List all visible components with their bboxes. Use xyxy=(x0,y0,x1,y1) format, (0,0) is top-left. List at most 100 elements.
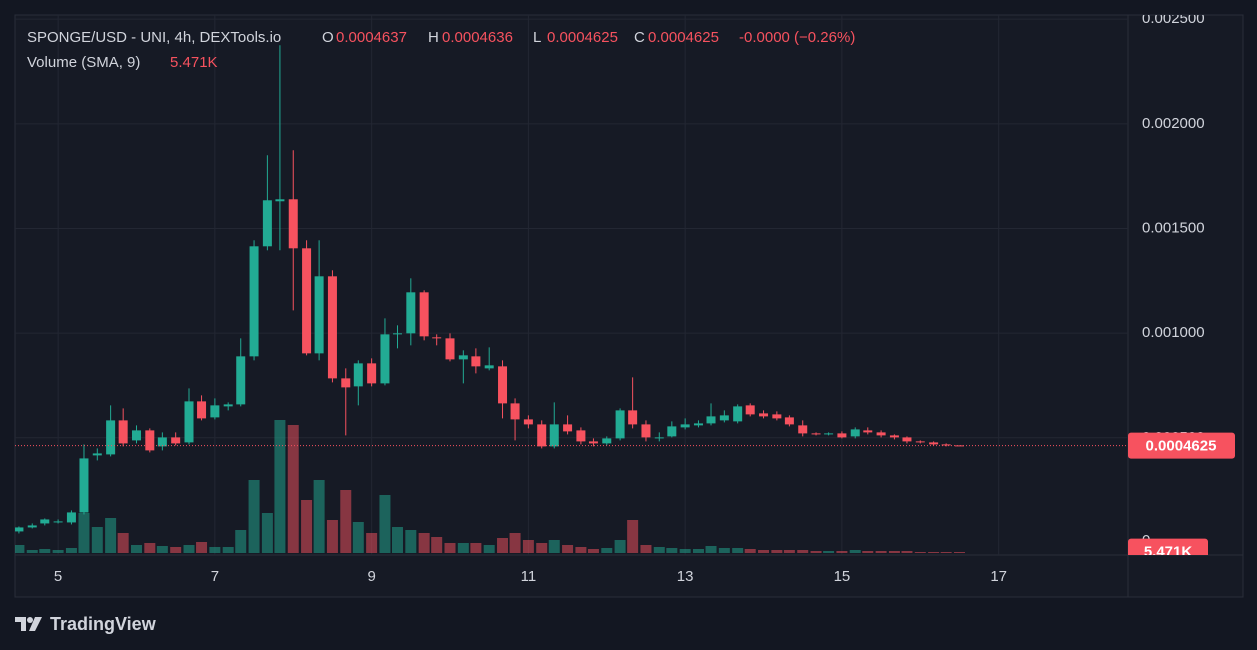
candle-body xyxy=(784,417,794,425)
candle-body xyxy=(262,200,272,247)
candle-body xyxy=(549,424,559,447)
volume-bar xyxy=(352,522,364,553)
ohlc-value: 0.0004625 xyxy=(547,29,618,46)
candle-body xyxy=(510,403,520,420)
volume-title: Volume (SMA, 9) xyxy=(27,54,140,71)
volume-bar xyxy=(483,545,495,553)
volume-bar xyxy=(39,549,51,553)
volume-bar xyxy=(797,550,809,553)
candle-body xyxy=(223,404,233,407)
brand-name: TradingView xyxy=(50,614,157,634)
candle-body xyxy=(863,430,873,433)
volume-bar xyxy=(627,520,639,553)
volume-bar xyxy=(183,545,195,553)
candle-body xyxy=(876,432,886,436)
candle-body xyxy=(484,365,494,369)
candle-body xyxy=(288,199,298,249)
candle-body xyxy=(327,276,337,379)
legend: SPONGE/USD - UNI, 4h, DEXTools.io Volume… xyxy=(27,29,855,71)
volume-bar xyxy=(692,549,704,553)
volume-bar xyxy=(78,513,90,553)
volume-bar xyxy=(562,545,574,553)
candle-body xyxy=(445,338,455,360)
volume-bar xyxy=(718,548,730,553)
candle-body xyxy=(693,423,703,426)
candle-body xyxy=(406,292,416,334)
candle-body xyxy=(719,415,729,421)
y-tick-label: 0.001000 xyxy=(1142,324,1205,341)
candle-body xyxy=(641,424,651,438)
candle-body xyxy=(523,419,533,425)
candle-body xyxy=(915,441,925,443)
volume-bar xyxy=(418,533,430,553)
volume-bar xyxy=(301,500,313,553)
volume-bar xyxy=(235,530,247,553)
volume-bar xyxy=(117,533,129,553)
last-price-label: 0.0004625 xyxy=(1146,438,1217,455)
candle-body xyxy=(837,433,847,438)
volume-bar xyxy=(875,551,887,553)
volume-sma-axis-text: 5.471K xyxy=(1144,544,1193,561)
ohlc-letter: C xyxy=(634,29,645,46)
volume-bar xyxy=(888,551,900,553)
volume-bar xyxy=(156,546,168,553)
candle-body xyxy=(628,410,638,425)
volume-bar xyxy=(705,546,717,553)
candle-body xyxy=(850,429,860,437)
candle-body xyxy=(654,437,664,439)
chart-title: SPONGE/USD - UNI, 4h, DEXTools.io xyxy=(27,29,281,46)
candle-body xyxy=(275,199,285,202)
candle-body xyxy=(680,424,690,428)
branding: TradingView xyxy=(15,614,157,634)
y-tick-label: 0.002000 xyxy=(1142,115,1205,132)
candle-body xyxy=(588,441,598,444)
ohlc-letter: O xyxy=(322,29,334,46)
volume-bar xyxy=(601,548,613,553)
volume-bar xyxy=(340,490,352,553)
chart-frame xyxy=(14,14,1244,598)
candle-body xyxy=(249,246,259,357)
x-tick-label: 13 xyxy=(677,568,694,585)
candle-body xyxy=(733,406,743,422)
x-tick-label: 9 xyxy=(367,568,375,585)
volume-bar xyxy=(65,548,77,553)
candle-body xyxy=(171,437,181,444)
candle-body xyxy=(759,413,769,417)
volume-bar xyxy=(914,552,926,553)
volume-bar xyxy=(575,547,587,553)
candle-body xyxy=(706,416,716,424)
volume-bar xyxy=(810,551,822,553)
candle-body xyxy=(667,426,677,437)
candle-body xyxy=(341,378,351,388)
candle-body xyxy=(392,333,402,335)
volume-bar xyxy=(509,533,521,553)
candle-body xyxy=(811,433,821,435)
candle-body xyxy=(941,444,951,446)
volume-bar xyxy=(391,527,403,553)
volume-bar xyxy=(940,552,952,553)
grid xyxy=(15,15,1128,555)
candle-body xyxy=(236,356,246,405)
volume-bar xyxy=(771,550,783,553)
volume-bar xyxy=(849,550,861,553)
volume-bar xyxy=(15,545,25,553)
volume-bar xyxy=(144,543,156,553)
volume-bar xyxy=(548,540,560,553)
candle-body xyxy=(889,435,899,438)
candle-body xyxy=(131,430,141,441)
candle-body xyxy=(145,430,155,451)
volume-bar xyxy=(170,547,182,553)
candle-body xyxy=(602,438,612,444)
candle-body xyxy=(498,366,508,404)
volume-bar xyxy=(497,538,509,553)
candle-body xyxy=(314,276,324,354)
y-tick-label: 0.002500 xyxy=(1142,10,1205,27)
x-tick-label: 7 xyxy=(211,568,219,585)
change: -0.0000 (−0.26%) xyxy=(739,29,855,46)
volume-bar xyxy=(666,548,678,553)
volume-bar xyxy=(823,551,835,553)
volume-bar xyxy=(52,550,64,553)
candle-body xyxy=(92,453,102,456)
